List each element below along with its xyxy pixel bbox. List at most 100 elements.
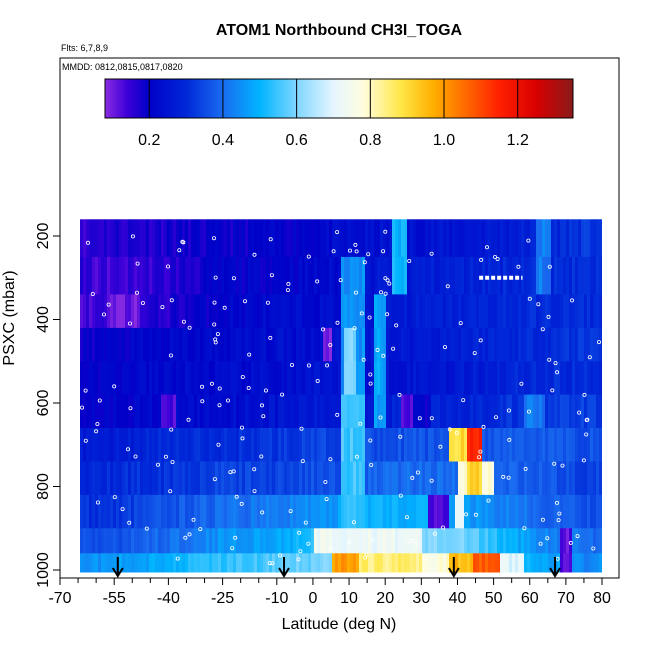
heatmap-cell (539, 294, 543, 329)
heatmap-cell (86, 294, 90, 329)
heatmap-cell (197, 494, 201, 529)
heatmap-cell (434, 461, 438, 496)
heatmap-cell (557, 361, 561, 396)
heatmap-cell (308, 494, 312, 529)
heatmap-cell (209, 528, 213, 554)
heatmap-cell (308, 361, 312, 396)
heatmap-cell (482, 528, 486, 554)
heatmap-cell (368, 553, 372, 573)
sample-point (417, 416, 422, 421)
heatmap-cell (458, 494, 462, 529)
heatmap-cell (425, 219, 429, 258)
sample-point (140, 300, 145, 305)
heatmap-cell (146, 528, 150, 554)
heatmap-cell (335, 394, 339, 429)
heatmap-cell (188, 219, 192, 258)
heatmap-cell (266, 256, 270, 295)
heatmap-cell (209, 553, 213, 573)
heatmap-cell (503, 528, 507, 554)
heatmap-cell (149, 294, 153, 329)
heatmap-cell (113, 394, 117, 429)
heatmap-cell (428, 553, 432, 573)
heatmap-cell (287, 256, 291, 295)
heatmap-cell (428, 428, 432, 462)
heatmap-cell (494, 361, 498, 396)
heatmap-cell (527, 361, 531, 396)
heatmap-cell (506, 327, 510, 362)
heatmap-cell (377, 327, 381, 362)
heatmap-cell (485, 461, 489, 496)
heatmap-cell (488, 528, 492, 554)
heatmap-cell (293, 428, 297, 462)
heatmap-cell (158, 361, 162, 396)
heatmap-cell (278, 219, 282, 258)
heatmap-cell (173, 428, 177, 462)
heatmap-cell (566, 219, 570, 258)
heatmap-cell (563, 256, 567, 295)
heatmap-cell (332, 361, 336, 396)
heatmap-cell (359, 219, 363, 258)
sample-point (582, 392, 587, 397)
heatmap-cell (179, 394, 183, 429)
heatmap-cell (434, 528, 438, 554)
heatmap-cell (437, 428, 441, 462)
heatmap-cell (251, 461, 255, 496)
sample-point (90, 291, 95, 296)
heatmap-cell (338, 219, 342, 258)
heatmap-cell (251, 428, 255, 462)
heatmap-cell (140, 294, 144, 329)
heatmap-cell (560, 394, 564, 429)
heatmap-cell (119, 294, 123, 329)
heatmap-cell (476, 553, 480, 573)
heatmap-cell (155, 428, 159, 462)
flight-arrow-head (111, 567, 124, 578)
heatmap-cell (317, 461, 321, 496)
heatmap-cell (236, 219, 240, 258)
heatmap-cell (119, 361, 123, 396)
heatmap-cell (395, 494, 399, 529)
heatmap-cell (596, 461, 600, 496)
heatmap-cell (293, 256, 297, 295)
sample-point (315, 279, 320, 284)
heatmap-cell (203, 294, 207, 329)
heatmap-cell (371, 394, 375, 429)
heatmap-cell (119, 327, 123, 362)
heatmap-cell (389, 327, 393, 362)
sample-point (80, 405, 85, 410)
heatmap-cell (467, 461, 471, 496)
heatmap-cell (524, 428, 528, 462)
heatmap-cell (497, 428, 501, 462)
sample-point (527, 296, 532, 301)
heatmap-cell (593, 528, 597, 554)
heatmap-cell (332, 461, 336, 496)
heatmap-cell (545, 256, 549, 295)
heatmap-cell (248, 553, 252, 573)
heatmap-cell (446, 428, 450, 462)
x-tick-label: 70 (557, 590, 575, 607)
heatmap-cell (467, 494, 471, 529)
flight-arrow-head (448, 567, 460, 578)
heatmap-cell (401, 461, 405, 496)
heatmap-cell (167, 461, 171, 496)
heatmap-cell (545, 394, 549, 429)
heatmap-cell (374, 461, 378, 496)
heatmap-cell (332, 494, 336, 529)
heatmap-cell (233, 294, 237, 329)
sample-point (519, 381, 524, 386)
heatmap-cell (248, 361, 252, 396)
heatmap-cell (233, 494, 237, 529)
heatmap-cell (89, 394, 93, 429)
sample-point (492, 254, 497, 259)
heatmap-cell (269, 361, 273, 396)
heatmap-cell (440, 394, 444, 429)
heatmap-cell (533, 494, 537, 529)
heatmap-cell (527, 294, 531, 329)
heatmap-cell (119, 219, 123, 258)
heatmap-cell (485, 219, 489, 258)
heatmap-cell (326, 494, 330, 529)
heatmap-cell (116, 528, 120, 554)
heatmap-cell (320, 361, 324, 396)
heatmap-cell (206, 461, 210, 496)
heatmap-cell (122, 494, 126, 529)
heatmap-cell (86, 428, 90, 462)
